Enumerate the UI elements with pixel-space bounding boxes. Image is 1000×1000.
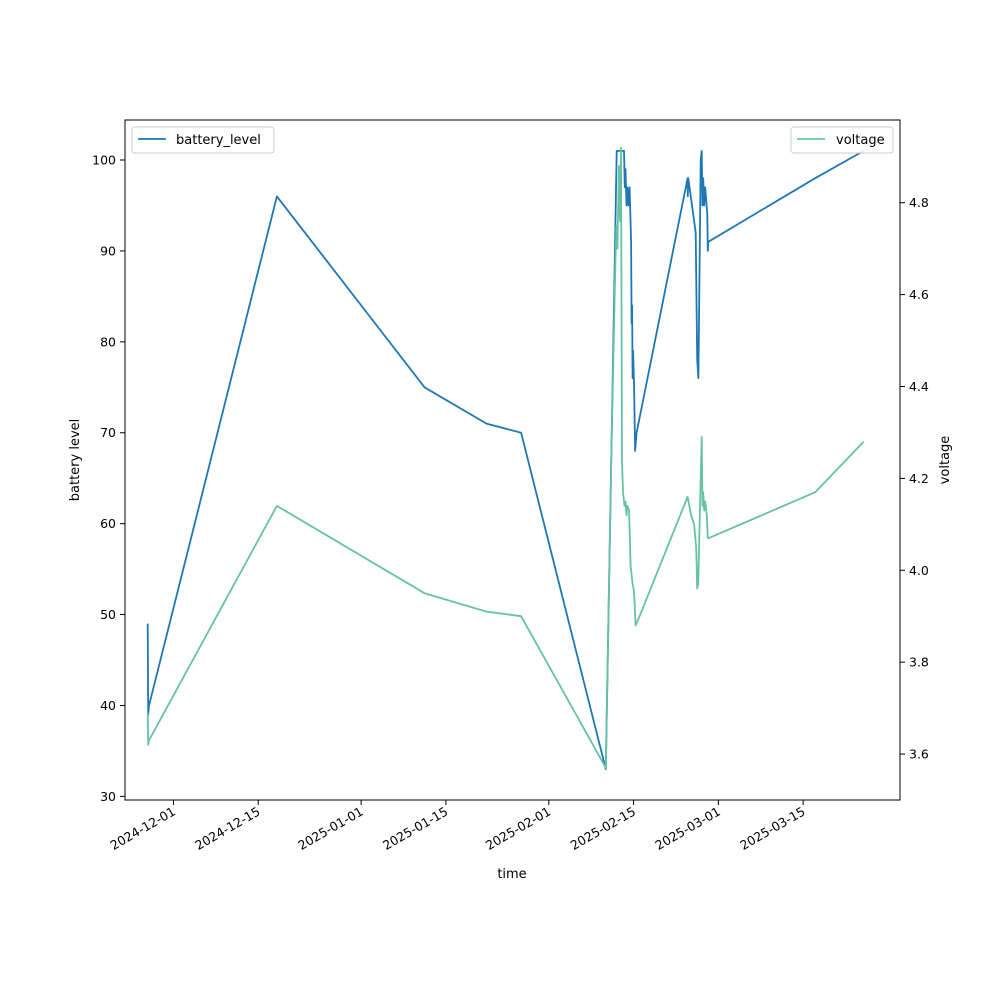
plot-frame bbox=[124, 119, 901, 801]
y-tick-label: 50 bbox=[100, 607, 116, 622]
legend-voltage-label: voltage bbox=[836, 133, 885, 148]
y2-tick-label: 4.0 bbox=[909, 563, 929, 578]
legend-battery-box bbox=[131, 126, 275, 154]
y-tick-label: 90 bbox=[100, 243, 116, 258]
legend-battery: battery_level bbox=[131, 126, 275, 154]
legend-voltage: voltage bbox=[790, 126, 894, 154]
y-tick-label: 60 bbox=[100, 516, 116, 531]
y-tick-label: 30 bbox=[100, 789, 116, 804]
series-layer bbox=[146, 146, 865, 770]
y2-axis-title: voltage bbox=[938, 436, 953, 485]
y-axis-right: 3.6 3.8 4.0 4.2 4.4 4.6 4.8 bbox=[900, 195, 929, 762]
y2-tick-label: 4.6 bbox=[909, 287, 929, 302]
series-line-voltage bbox=[146, 146, 865, 769]
y2-tick-label: 4.4 bbox=[909, 379, 929, 394]
x-axis-title: time bbox=[497, 867, 526, 882]
y-tick-label: 100 bbox=[92, 153, 116, 168]
y2-tick-label: 4.2 bbox=[909, 471, 929, 486]
legend-battery-label: battery_level bbox=[176, 133, 261, 148]
y-tick-label: 80 bbox=[100, 334, 116, 349]
y2-tick-label: 4.8 bbox=[909, 195, 929, 210]
y-axis-left: 30 40 50 60 70 80 90 100 bbox=[92, 153, 125, 804]
legend-voltage-box bbox=[790, 126, 894, 154]
y-tick-label: 40 bbox=[100, 698, 116, 713]
series-line-battery-level bbox=[146, 149, 865, 770]
y2-tick-label: 3.8 bbox=[909, 655, 929, 670]
y-tick-label: 70 bbox=[100, 425, 116, 440]
y2-tick-label: 3.6 bbox=[909, 747, 929, 762]
y-axis-title: battery level bbox=[68, 419, 83, 502]
